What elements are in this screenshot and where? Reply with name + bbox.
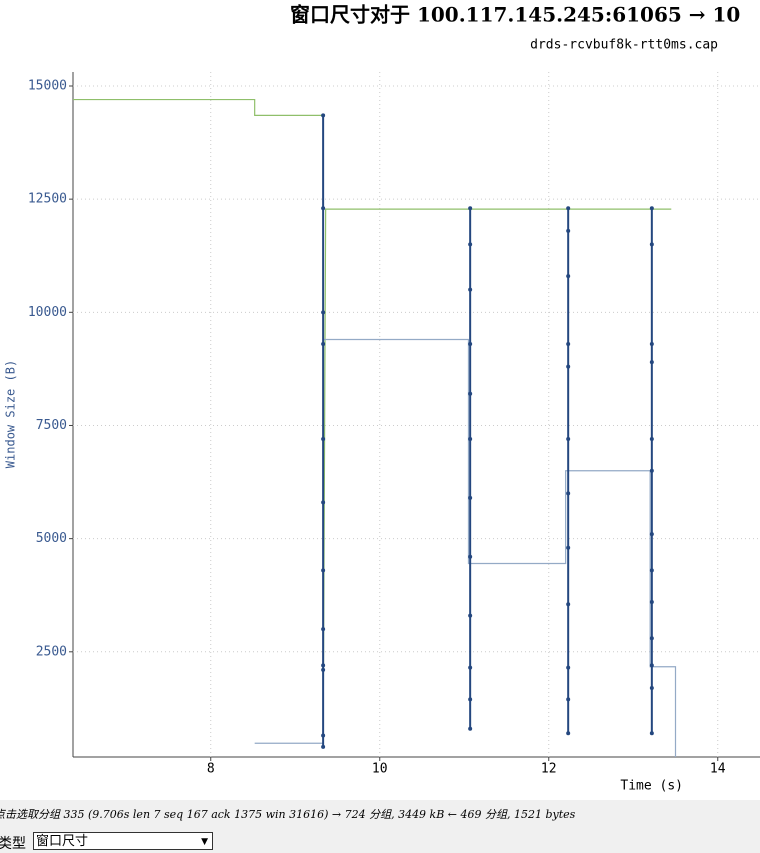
data-point [321, 500, 326, 505]
data-point [566, 697, 571, 702]
data-point [468, 726, 473, 731]
data-point [566, 274, 571, 279]
y-tick-label: 10000 [28, 305, 67, 320]
type-select-value: 窗口尺寸 [36, 834, 89, 849]
data-point [321, 667, 326, 672]
type-label: 类型 [0, 836, 26, 852]
data-point [649, 731, 654, 736]
data-point [566, 665, 571, 670]
data-point [468, 206, 473, 211]
y-tick-label: 12500 [28, 192, 67, 207]
y-tick-label: 2500 [36, 644, 67, 659]
type-select[interactable]: 窗口尺寸 ▼ [33, 832, 213, 850]
bottom-bar: 点击选取分组 335 (9.706s len 7 seq 167 ack 137… [0, 800, 760, 853]
series-line [254, 338, 677, 757]
data-point [321, 627, 326, 632]
data-point [321, 113, 326, 118]
data-point [649, 686, 654, 691]
data-point [566, 437, 571, 442]
data-point [649, 468, 654, 473]
data-point [649, 663, 654, 668]
status-text: 点击选取分组 335 (9.706s len 7 seq 167 ack 137… [0, 808, 576, 821]
data-point [649, 600, 654, 605]
chart: 窗口尺寸对于 100.117.145.245:61065 → 10 drds-r… [4, 3, 760, 794]
data-point [566, 341, 571, 346]
data-point [321, 341, 326, 346]
data-point [468, 613, 473, 618]
dropdown-arrow: ▼ [201, 837, 208, 847]
data-point [649, 568, 654, 573]
x-tick-label: 12 [541, 762, 557, 777]
data-point [321, 206, 326, 211]
data-point [468, 554, 473, 559]
chart-title: 窗口尺寸对于 100.117.145.245:61065 → 10 [290, 3, 740, 27]
data-point [468, 391, 473, 396]
chart-subtitle: drds-rcvbuf8k-rtt0ms.cap [530, 38, 718, 53]
data-point [468, 495, 473, 500]
data-point [649, 437, 654, 442]
data-point [468, 665, 473, 670]
data-point [468, 287, 473, 292]
data-point [649, 341, 654, 346]
data-point [649, 360, 654, 365]
y-axis-label: Window Size (B) [4, 360, 18, 468]
data-point [468, 242, 473, 247]
data-point [321, 568, 326, 573]
y-tick-label: 5000 [36, 531, 67, 546]
data-point [468, 697, 473, 702]
data-point [566, 228, 571, 233]
data-point [321, 437, 326, 442]
x-axis-label: Time (s) [620, 779, 683, 794]
data-point [321, 310, 326, 315]
data-point [321, 733, 326, 738]
data-point [649, 242, 654, 247]
y-tick-label: 7500 [36, 418, 67, 433]
data-point [321, 663, 326, 668]
data-point [468, 437, 473, 442]
data-point [649, 206, 654, 211]
x-tick-label: 8 [207, 762, 215, 777]
x-tick-label: 10 [372, 762, 388, 777]
data-point [468, 341, 473, 346]
data-point [566, 364, 571, 369]
data-point [321, 744, 326, 749]
data-point [566, 731, 571, 736]
y-tick-label: 15000 [28, 78, 67, 93]
data-point [649, 636, 654, 641]
x-tick-label: 14 [710, 762, 726, 777]
data-point [566, 206, 571, 211]
data-point [566, 545, 571, 550]
data-point [566, 491, 571, 496]
data-point [566, 602, 571, 607]
series-line [73, 98, 672, 747]
data-point [649, 532, 654, 537]
